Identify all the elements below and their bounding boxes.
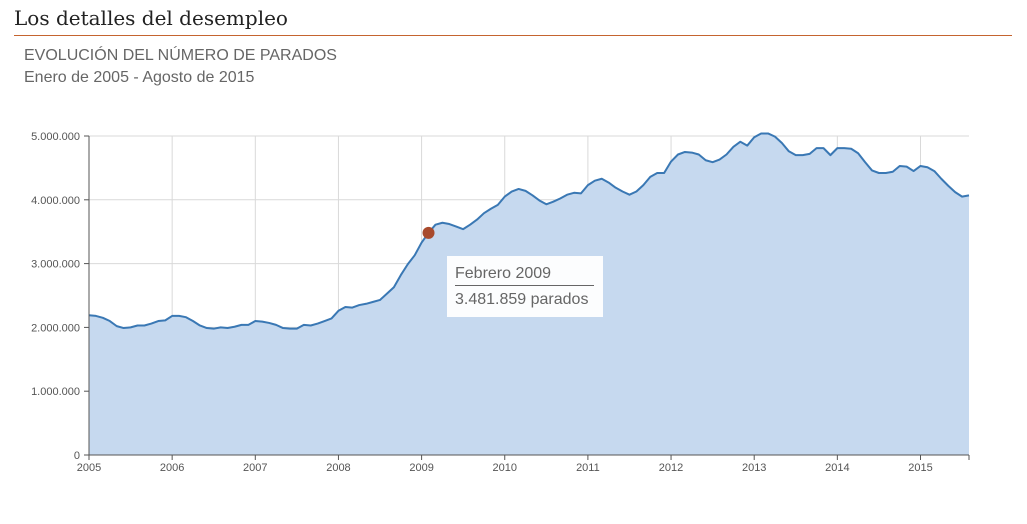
x-tick-label: 2010 [493, 462, 517, 474]
series-line[interactable] [88, 132, 970, 330]
y-tick-label: 4.000.000 [31, 195, 80, 207]
x-tick-label: 2007 [243, 462, 267, 474]
x-tick-label: 2006 [160, 462, 184, 474]
y-tick-label: 5.000.000 [31, 131, 80, 143]
x-tick-label: 2009 [409, 462, 433, 474]
highlight-point[interactable] [422, 226, 435, 239]
chart-tooltip: Febrero 2009 3.481.859 parados [447, 256, 603, 317]
x-tick-label: 2014 [825, 462, 849, 474]
section-divider [14, 35, 1012, 36]
axis-layer: 0 1.000.000 2.000.000 3.000.000 4.000.000 5.0… [31, 131, 970, 474]
x-tick-label: 2008 [326, 462, 350, 474]
marker-layer [422, 226, 435, 239]
x-tick-label: 2012 [659, 462, 683, 474]
y-tick-label: 3.000.000 [31, 259, 80, 271]
x-tick-label: 2013 [742, 462, 766, 474]
x-tick-label: 2005 [77, 462, 101, 474]
y-tick-label: 2.000.000 [31, 322, 80, 334]
y-tick-label: 0 [74, 450, 80, 462]
chart-subtitle: Enero de 2005 - Agosto de 2015 [24, 69, 255, 86]
y-tick-label: 1.000.000 [31, 386, 80, 398]
section-title: Los detalles del desempleo [14, 6, 288, 30]
tooltip-date: Febrero 2009 [455, 265, 594, 286]
chart-title: EVOLUCIÓN DEL NÚMERO DE PARADOS [24, 47, 337, 64]
x-tick-label: 2015 [908, 462, 932, 474]
x-tick-label: 2011 [576, 462, 600, 474]
tooltip-value: 3.481.859 parados [455, 291, 589, 308]
